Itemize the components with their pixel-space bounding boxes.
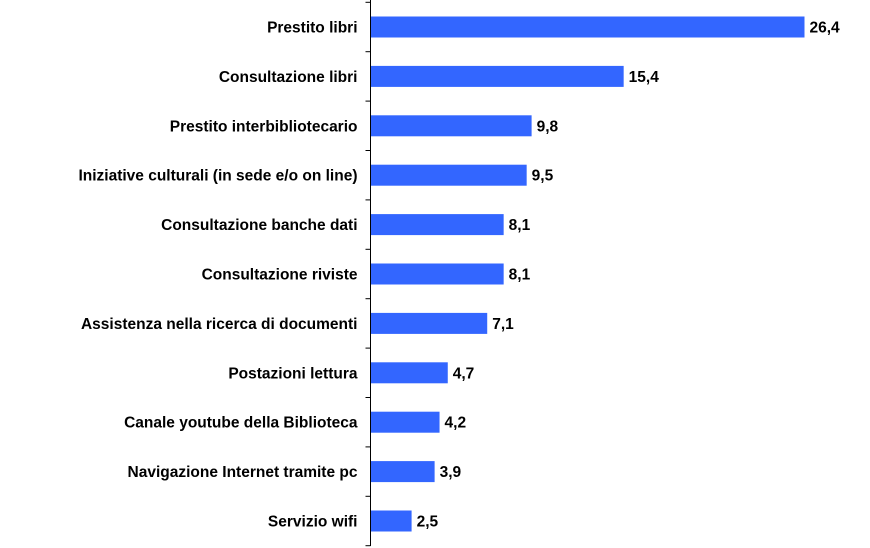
value-labels: 26,4 15,4 9,8 9,5 8,1 8,1 7,1 4,7 4,2 3,9 2,5 (417, 20, 840, 531)
category-label: Assistenza nella ricerca di documenti (81, 316, 358, 333)
bar (370, 115, 532, 137)
bar (370, 461, 435, 483)
value-label: 15,4 (629, 69, 660, 86)
category-label: Consultazione libri (219, 69, 358, 86)
category-label: Canale youtube della Biblioteca (124, 415, 358, 432)
category-label: Consultazione banche dati (161, 217, 357, 234)
bar (370, 65, 624, 87)
category-label: Navigazione Internet tramite pc (128, 464, 358, 481)
value-label: 4,7 (453, 365, 475, 382)
y-axis (365, 0, 371, 547)
value-label: 7,1 (492, 316, 514, 333)
bar (370, 16, 805, 38)
bar (370, 411, 440, 433)
category-labels: Prestito libri Consultazione libri Prestit… (78, 20, 357, 531)
bar (370, 312, 488, 334)
value-label: 9,8 (537, 118, 559, 135)
value-label: 26,4 (810, 20, 841, 37)
bar (370, 164, 527, 186)
category-label: Prestito libri (267, 20, 357, 37)
value-label: 8,1 (509, 217, 531, 234)
value-label: 3,9 (440, 464, 462, 481)
bar (370, 214, 504, 236)
bar (370, 263, 504, 285)
category-label: Servizio wifi (268, 514, 358, 531)
value-label: 4,2 (445, 415, 467, 432)
bar (370, 510, 412, 532)
category-label: Consultazione riviste (202, 267, 358, 284)
bars-group (370, 16, 805, 532)
category-label: Prestito interbibliotecario (170, 118, 358, 135)
value-label: 8,1 (509, 267, 531, 284)
value-label: 2,5 (417, 514, 439, 531)
bar (370, 362, 448, 384)
category-label: Iniziative culturali (in sede e/o on lin… (78, 168, 357, 185)
category-label: Postazioni lettura (228, 365, 358, 382)
value-label: 9,5 (532, 168, 554, 185)
